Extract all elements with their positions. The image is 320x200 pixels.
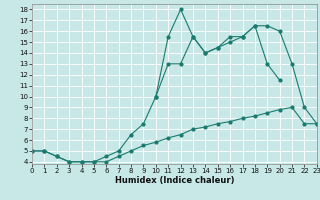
X-axis label: Humidex (Indice chaleur): Humidex (Indice chaleur) — [115, 176, 234, 185]
